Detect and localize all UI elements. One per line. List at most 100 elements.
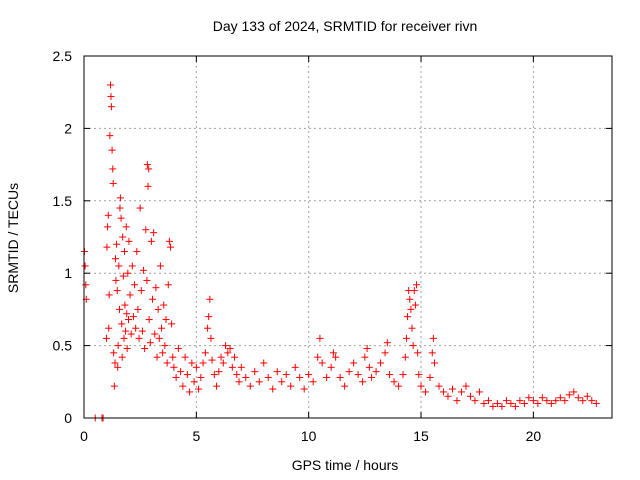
data-point — [316, 334, 324, 342]
data-point — [318, 359, 326, 367]
data-point — [104, 223, 112, 231]
data-point — [323, 373, 331, 381]
data-point — [410, 287, 418, 295]
data-point — [140, 266, 148, 274]
data-point — [192, 363, 200, 371]
data-point — [153, 353, 161, 361]
data-point — [399, 371, 407, 379]
data-point — [105, 291, 113, 299]
data-point — [108, 146, 116, 154]
data-point — [588, 397, 596, 405]
data-point — [135, 334, 143, 342]
data-point — [552, 397, 560, 405]
data-point — [119, 233, 127, 241]
data-point — [107, 103, 115, 111]
data-point — [224, 349, 232, 357]
data-point — [213, 382, 221, 390]
data-point — [228, 363, 236, 371]
data-point — [112, 276, 120, 284]
data-point — [124, 269, 132, 277]
data-point — [426, 373, 434, 381]
data-point — [219, 359, 227, 367]
x-tick-label: 10 — [301, 428, 317, 444]
data-point — [121, 301, 129, 309]
data-point — [350, 359, 358, 367]
data-point — [170, 363, 178, 371]
chart-title: Day 133 of 2024, SRMTID for receiver riv… — [213, 18, 478, 34]
data-point — [163, 359, 171, 367]
data-point — [300, 385, 308, 393]
data-point — [107, 93, 115, 101]
data-point — [177, 368, 185, 376]
data-point — [583, 392, 591, 400]
data-point — [457, 388, 465, 396]
data-point — [143, 276, 151, 284]
data-point — [162, 316, 170, 324]
data-point — [142, 226, 150, 234]
data-point — [429, 334, 437, 342]
data-point — [402, 334, 410, 342]
data-point — [345, 368, 353, 376]
data-point — [255, 378, 263, 386]
data-point — [188, 359, 196, 367]
data-point — [145, 316, 153, 324]
data-point — [113, 287, 121, 295]
data-point — [309, 378, 317, 386]
data-point — [538, 394, 546, 402]
data-point — [493, 400, 501, 408]
data-point — [122, 327, 130, 335]
data-point — [480, 400, 488, 408]
data-point — [226, 344, 234, 352]
points-layer — [80, 81, 600, 422]
data-point — [431, 359, 439, 367]
data-point — [386, 371, 394, 379]
data-point — [128, 262, 136, 270]
data-point — [168, 320, 176, 328]
data-point — [409, 342, 417, 350]
data-point — [208, 356, 216, 364]
data-point — [363, 344, 371, 352]
data-point — [529, 397, 537, 405]
data-point — [206, 295, 214, 303]
data-point — [169, 353, 177, 361]
data-point — [305, 371, 313, 379]
data-point — [291, 363, 299, 371]
data-point — [151, 330, 159, 338]
data-point — [407, 305, 415, 313]
data-point — [131, 281, 139, 289]
ticks-layer: 0 5 10 15 20 0 0.5 1 1.5 2 2.5 — [53, 48, 612, 444]
data-point — [111, 255, 119, 263]
data-point — [109, 165, 117, 173]
data-point — [390, 378, 398, 386]
data-point — [143, 161, 151, 169]
data-point — [111, 359, 119, 367]
data-point — [574, 394, 582, 402]
data-point — [145, 165, 153, 173]
data-point — [172, 373, 180, 381]
data-point — [165, 237, 173, 245]
data-point — [124, 316, 132, 324]
data-point — [104, 211, 112, 219]
data-point — [556, 394, 564, 402]
data-point — [534, 400, 542, 408]
y-tick-label: 0.5 — [53, 338, 73, 354]
data-point — [118, 320, 126, 328]
data-point — [525, 394, 533, 402]
data-point — [484, 397, 492, 405]
data-point — [116, 204, 124, 212]
data-point — [489, 402, 497, 410]
data-point — [181, 353, 189, 361]
data-point — [273, 368, 281, 376]
data-point — [116, 194, 124, 202]
data-point — [167, 243, 175, 251]
data-point — [179, 382, 187, 390]
data-point — [199, 359, 207, 367]
data-point — [82, 281, 90, 289]
data-point — [197, 373, 205, 381]
data-point — [471, 397, 479, 405]
data-point — [152, 284, 160, 292]
data-point — [237, 363, 245, 371]
data-point — [115, 305, 123, 313]
data-point — [158, 324, 166, 332]
